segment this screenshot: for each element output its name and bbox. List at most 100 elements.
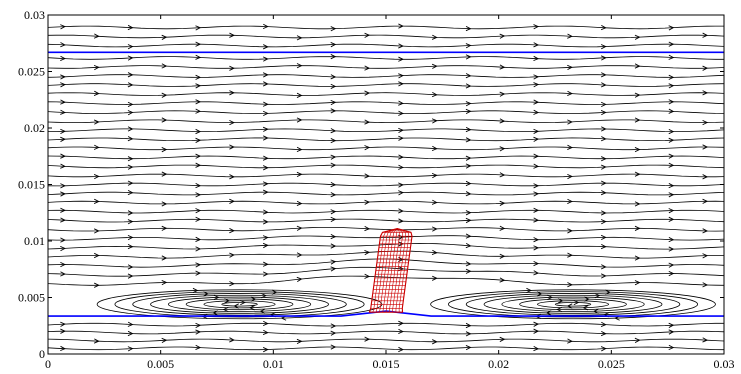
flow-arrow (60, 136, 66, 142)
flow-arrow (556, 306, 562, 313)
flow-arrow (195, 270, 202, 276)
flow-arrow (465, 108, 472, 115)
flow-arrow (296, 200, 303, 206)
flow-arrow (499, 225, 506, 231)
flow-arrow (94, 282, 100, 288)
flow-arrow (465, 268, 472, 274)
flow-arrow (262, 135, 269, 141)
recirculation-loop (96, 289, 383, 320)
flow-arrow (296, 276, 303, 283)
flow-arrow (533, 82, 540, 88)
flow-arrow (161, 337, 168, 344)
flow-arrow (195, 246, 202, 252)
flow-arrow (533, 74, 540, 80)
recirculation-loop (203, 300, 276, 309)
flow-arrow (127, 346, 134, 352)
flow-arrow (296, 146, 303, 153)
flow-arrow (296, 171, 303, 178)
flow-arrow (600, 156, 607, 162)
flow-arrow (161, 92, 168, 98)
flow-arrow (668, 344, 675, 351)
flow-arrow (465, 155, 472, 161)
flow-arrow (240, 299, 246, 306)
flow-arrow (330, 259, 337, 265)
streamline (47, 164, 725, 169)
flow-arrow (127, 190, 134, 196)
flow-arrow (431, 172, 438, 179)
flow-arrow (93, 90, 100, 96)
flow-arrow (398, 127, 404, 134)
flow-arrow (296, 63, 303, 69)
flow-arrow (465, 54, 472, 60)
y-tick-label: 0 (39, 347, 45, 361)
flow-arrow (195, 137, 202, 143)
flow-arrow (398, 23, 404, 29)
streamline (47, 338, 725, 343)
flow-arrow (533, 153, 540, 159)
flow-arrow (465, 25, 472, 32)
flow-arrow (398, 256, 404, 262)
flow-arrow (398, 100, 404, 106)
obstacle-outline (368, 228, 413, 313)
flow-arrow (60, 217, 66, 223)
flow-arrow (431, 91, 438, 98)
streamline (47, 173, 725, 178)
recirculation-loop (501, 296, 645, 312)
flow-arrow (533, 245, 540, 251)
flow-arrow (161, 225, 168, 231)
flow-arrow (600, 234, 607, 241)
streamline (47, 235, 725, 241)
flow-arrow (465, 210, 472, 216)
flow-arrow (195, 25, 202, 31)
y-axis: 0 0.005 0.01 0.015 0.02 0.025 0.03 (18, 8, 724, 361)
flow-arrow (296, 225, 303, 231)
streamline (47, 275, 725, 286)
streamline (47, 182, 725, 187)
flow-arrow (702, 253, 709, 259)
flow-arrow (600, 44, 607, 50)
flow-arrow (195, 192, 202, 198)
flow-arrow (195, 54, 202, 60)
flow-arrow (584, 296, 590, 302)
flow-arrow (605, 289, 611, 295)
flow-arrow (545, 310, 552, 316)
flow-arrow (499, 33, 506, 39)
flow-arrow (60, 24, 66, 30)
streamline (47, 83, 725, 87)
flow-arrow (668, 54, 675, 60)
flow-arrow (60, 74, 66, 80)
flow-arrow (262, 219, 269, 225)
flow-arrow (668, 74, 675, 80)
flow-arrow (567, 228, 573, 234)
flow-arrow (127, 321, 134, 327)
flow-arrow (465, 217, 472, 224)
flow-arrow (60, 191, 66, 197)
flow-arrow (398, 218, 404, 224)
x-tick-label: 0.005 (147, 357, 174, 371)
flow-arrow (330, 83, 337, 89)
recirculation-loop (167, 296, 312, 312)
flow-arrow (60, 99, 66, 105)
flow-arrow (296, 117, 303, 123)
flow-arrow (465, 73, 472, 79)
flow-arrow (330, 344, 337, 350)
flow-arrow (93, 64, 100, 71)
flow-arrow (60, 261, 66, 268)
flow-arrow (127, 126, 134, 132)
x-axis: 0 0.005 0.01 0.015 0.02 0.025 0.03 (45, 15, 735, 371)
flow-arrow (398, 73, 404, 79)
mesh-column (385, 228, 398, 313)
flow-arrow (262, 110, 269, 117)
flow-arrow (533, 207, 540, 213)
flow-arrow (465, 180, 472, 187)
flow-arrow (364, 199, 371, 205)
flow-arrow (668, 128, 675, 135)
flow-arrow (229, 198, 235, 204)
flow-arrow (533, 191, 540, 197)
flow-arrow (127, 101, 134, 108)
flow-arrow (127, 234, 134, 241)
flow-arrow (600, 190, 607, 196)
flow-arrow (398, 190, 404, 196)
flow-arrow (161, 255, 168, 261)
flow-arrow (330, 162, 337, 168)
